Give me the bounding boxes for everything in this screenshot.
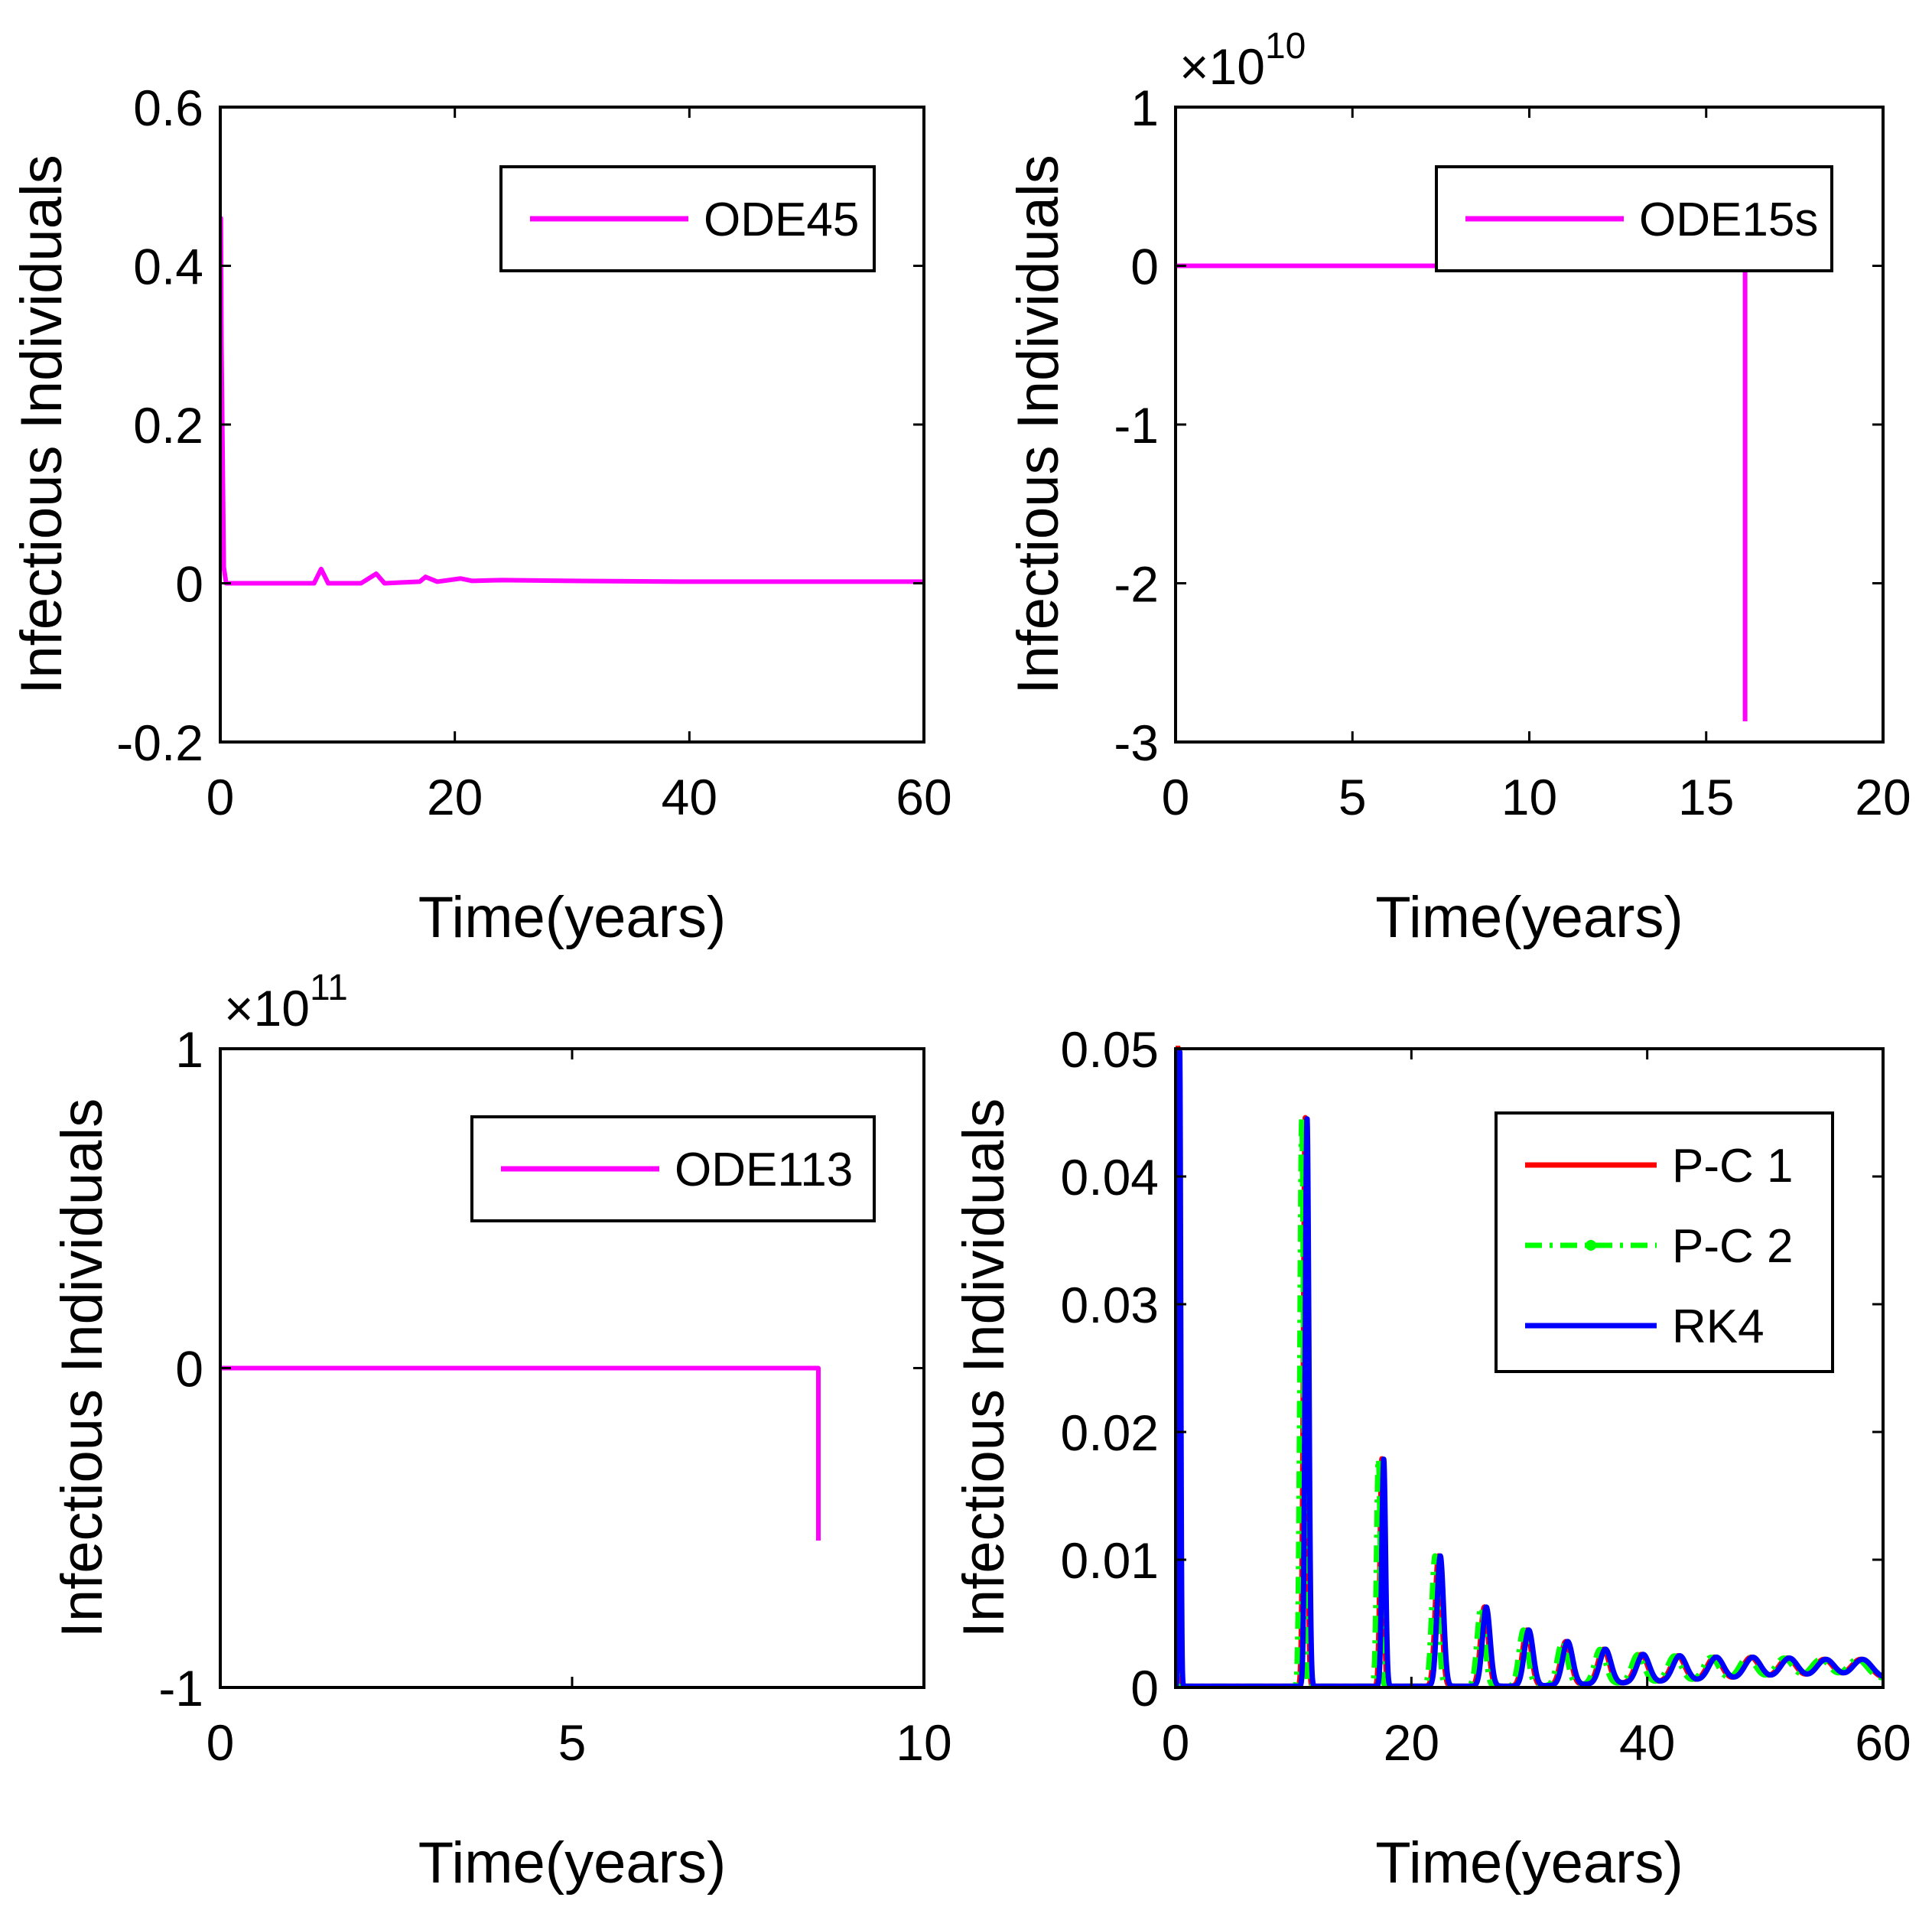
y-axis-label: Infectious Individuals: [9, 155, 74, 695]
x-tick-label: 0: [207, 1714, 235, 1771]
x-tick-label: 60: [896, 769, 951, 825]
legend: P-C 1 P-C 2 RK4: [1495, 1111, 1834, 1373]
x-tick-label: 10: [896, 1714, 951, 1771]
x-tick-label: 5: [558, 1714, 587, 1771]
legend-label: P-C 2: [1672, 1220, 1793, 1273]
series-line-ode113: [220, 1365, 821, 1541]
y-tick-label: -3: [1114, 714, 1159, 771]
legend-box: [1495, 1111, 1834, 1373]
y-axis-label: Infectious Individuals: [50, 1098, 115, 1639]
legend-label: P-C 1: [1672, 1140, 1793, 1193]
y-tick-label: 0.4: [133, 239, 203, 295]
x-tick-label: 20: [427, 769, 483, 825]
x-axis-label: Time(years): [1375, 885, 1683, 950]
y-tick-label: 1: [175, 1021, 203, 1078]
y-tick-label: 1: [1130, 80, 1159, 136]
y-tick-label: 0.03: [1061, 1277, 1159, 1333]
y-tick-label: 0.04: [1061, 1149, 1159, 1206]
x-tick-label: 15: [1678, 769, 1734, 825]
x-axis-label: Time(years): [418, 885, 727, 950]
plot-area: [220, 216, 924, 586]
axes-box: [1174, 1047, 1885, 1689]
y-tick-label: 0.2: [133, 397, 203, 454]
x-tick-label: 20: [1384, 1714, 1439, 1771]
chart-panel-1: 0 20 40 60-0.200.20.40.6Time(years)Infectio…: [9, 80, 952, 950]
legend-marker: [1586, 1240, 1596, 1251]
legend-label: ODE45: [704, 194, 859, 246]
y-axis-label: Infectious Individuals: [1006, 155, 1071, 695]
x-tick-label: 5: [1338, 769, 1367, 825]
y-tick-label: -2: [1114, 556, 1159, 613]
y-tick-label: -1: [1114, 397, 1159, 454]
x-axis-label: Time(years): [418, 1831, 727, 1896]
y-tick-label: 0.02: [1061, 1404, 1159, 1461]
legend-label: ODE113: [675, 1144, 853, 1196]
y-tick-label: -1: [158, 1660, 203, 1717]
y-tick-label: -0.2: [116, 714, 203, 771]
y-tick-label: 0: [1130, 239, 1159, 295]
x-tick-label: 20: [1855, 769, 1911, 825]
y-tick-label: 0: [1130, 1660, 1159, 1717]
legend-label: ODE15s: [1639, 194, 1818, 246]
x-tick-label: 0: [1162, 769, 1190, 825]
plot-area: [220, 1365, 821, 1541]
x-tick-label: 0: [1162, 1714, 1190, 1771]
x-tick-label: 40: [1619, 1714, 1675, 1771]
exponent-power: 11: [310, 968, 348, 1008]
y-tick-label: 0.01: [1061, 1532, 1159, 1589]
series-line-ode45: [220, 216, 924, 586]
y-tick-label: 0.05: [1061, 1021, 1159, 1078]
legend: ODE15s: [1435, 165, 1833, 272]
x-tick-label: 40: [662, 769, 717, 825]
x-axis-label: Time(years): [1375, 1831, 1683, 1896]
y-tick-label: 0: [175, 1341, 203, 1398]
legend: ODE113: [470, 1115, 876, 1222]
x-tick-label: 60: [1855, 1714, 1911, 1771]
y-tick-label: 0.6: [133, 80, 203, 136]
legend-label: RK4: [1672, 1300, 1764, 1353]
chart-panel-4: 0 20 40 60 0 0.01 0.02 0.03 0.04 0.05 Time(years) I…: [951, 1021, 1911, 1896]
chart-panel-2: 0 5 10 15 20-3-2-101×1010Time(years)Infectio…: [1006, 26, 1911, 950]
x-tick-label: 0: [207, 769, 235, 825]
y-axis-label: Infectious Individuals: [951, 1098, 1016, 1639]
exponent-power: 10: [1265, 26, 1306, 67]
legend: ODE45: [499, 165, 876, 272]
x-tick-label: 10: [1501, 769, 1557, 825]
y-tick-label: 0: [175, 556, 203, 613]
